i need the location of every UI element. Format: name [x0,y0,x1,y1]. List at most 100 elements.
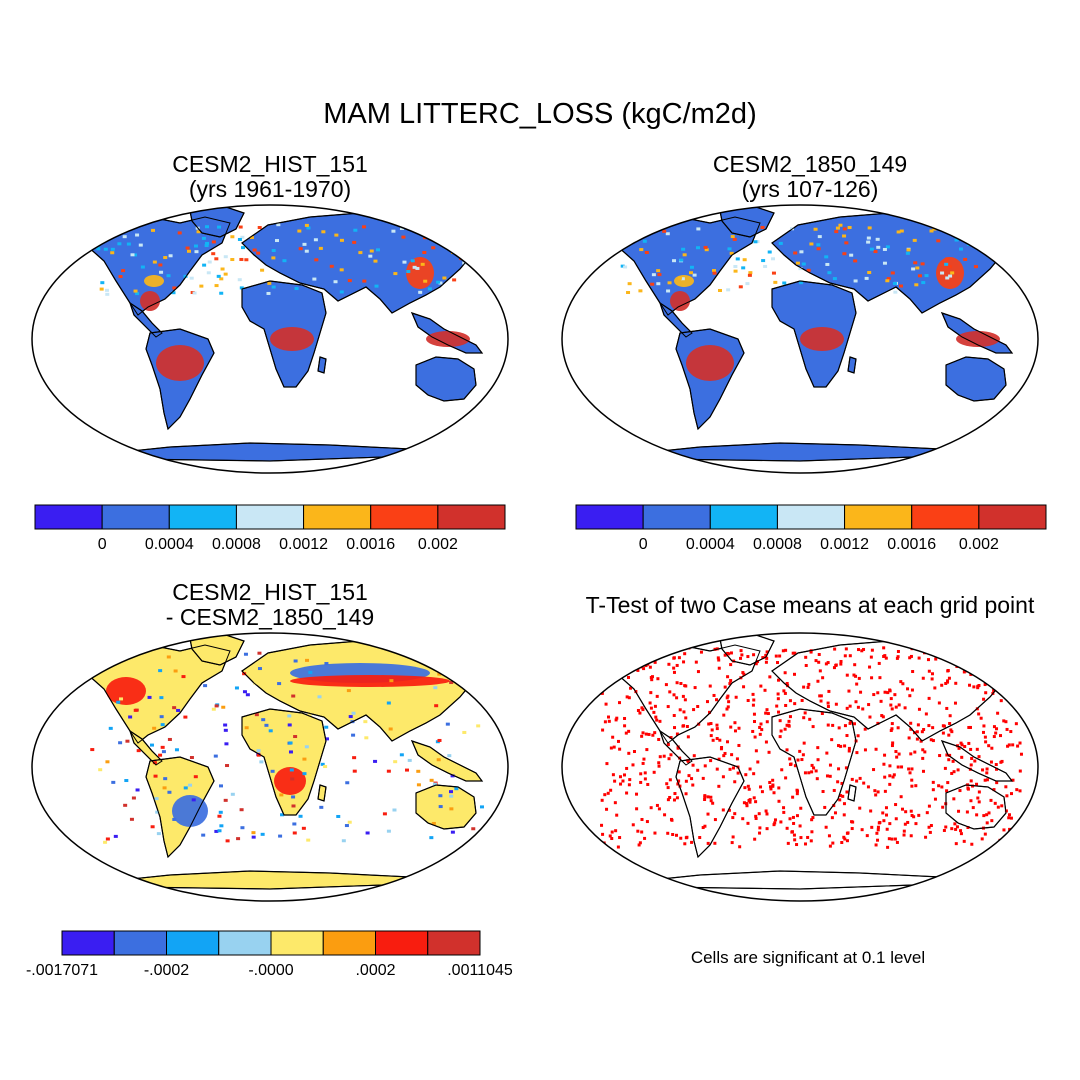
significant-cell [792,672,796,676]
significant-cell [844,766,848,770]
grid-cell [306,838,311,842]
grid-cell [301,826,306,830]
significant-cell [726,675,730,679]
significant-cell [894,817,898,821]
significant-cell [675,732,679,736]
significant-cell [767,750,771,754]
significant-cell [883,753,887,757]
colorbar-difference-box [218,930,272,956]
grid-cell [256,251,261,255]
panel-title-line: CESM2_HIST_151 [172,579,368,605]
significant-cell [616,845,620,849]
grid-cell [188,783,193,787]
significant-cell [723,685,727,689]
significant-cell [717,784,721,788]
grid-cell [911,267,916,271]
significant-cell [739,649,743,653]
significant-cell [795,843,799,847]
significant-cell [940,785,944,789]
grid-cell [110,247,115,251]
significant-cell [765,656,769,660]
grid-cell [234,686,239,690]
significant-cell [723,653,727,657]
significant-cell [733,812,737,816]
grid-cell [278,834,283,838]
grid-cell [847,226,852,230]
significant-cell [951,759,955,763]
grid-cell [223,723,228,727]
significant-cell [945,753,949,757]
grid-cell [341,839,346,843]
significant-cell [610,830,614,834]
significant-cell [996,711,1000,715]
significant-cell [751,729,755,733]
significant-cell [672,714,676,718]
grid-cell [429,836,434,840]
significant-cell [941,724,945,728]
significant-cell [684,716,688,720]
colorbar-mean-hist-box [370,504,439,530]
significant-cell [772,791,776,795]
significant-cell [649,691,653,695]
significant-cell [605,807,609,811]
grid-cell [176,708,181,712]
significant-cell [623,773,627,777]
significant-cell [737,743,741,747]
grid-cell [373,259,378,263]
significant-cell [675,663,679,667]
grid-cell [416,783,421,787]
grid-cell [219,291,224,295]
grid-cell [201,236,206,240]
significant-cell [1000,676,1004,680]
grid-cell [128,715,133,719]
significant-cell [715,727,719,731]
significant-cell [800,698,804,702]
grid-cell [816,243,821,247]
significant-cell [691,763,695,767]
significant-cell [624,731,628,735]
significant-cell [900,807,904,811]
significant-cell [907,736,911,740]
grid-cell [244,726,249,730]
grid-cell [657,273,662,277]
significant-cell [882,819,886,823]
significant-cell [775,704,779,708]
significant-cell [850,827,854,831]
grid-cell [476,667,481,671]
significant-cell [681,694,685,698]
significant-cell [960,743,964,747]
grid-cell [644,250,649,254]
significant-cell [953,822,957,826]
moderate-eastern-us [144,275,164,287]
significant-cell [655,803,659,807]
grid-cell [104,288,109,292]
significant-cell [604,702,608,706]
grid-cell [189,756,194,760]
significant-cell [744,773,748,777]
significant-cell [848,654,852,658]
significant-cell [713,818,717,822]
significant-cell [640,706,644,710]
significant-cell [973,759,977,763]
grid-cell [892,281,897,285]
significant-cell [802,716,806,720]
significant-cell [969,763,973,767]
significant-cell [654,715,658,719]
grid-cell [304,223,309,227]
significant-cell [1008,681,1012,685]
grid-cell [206,271,211,275]
significant-cell [810,830,814,834]
grid-cell [294,287,299,291]
significant-cell [834,702,838,706]
significant-cell [664,683,668,687]
grid-cell [747,273,752,277]
significant-cell [727,652,731,656]
coastline-seAsiaIslands [411,740,483,782]
significant-cell [778,719,782,723]
significant-cell [1011,743,1015,747]
significant-cell [673,726,677,730]
significant-cell [922,728,926,732]
significant-cell [627,675,631,679]
significant-cell [682,710,686,714]
grid-cell [100,281,105,285]
